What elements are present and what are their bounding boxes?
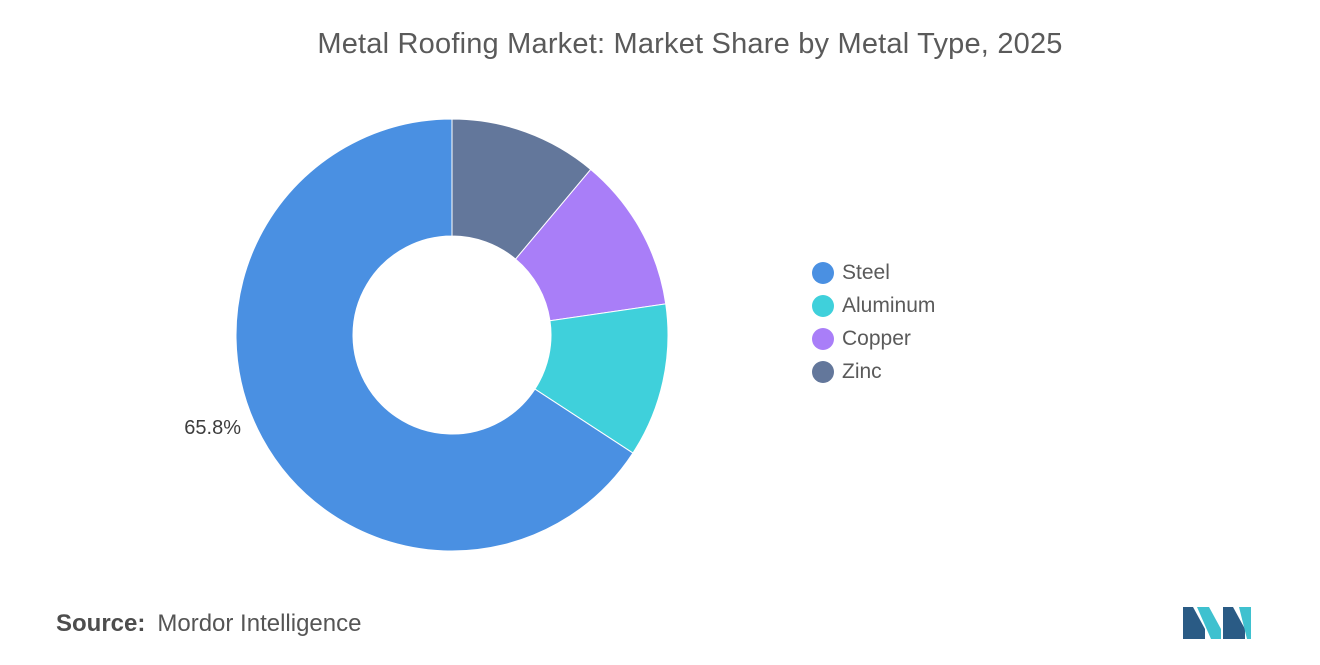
legend-label-steel: Steel [842, 260, 890, 284]
source-value: Mordor Intelligence [157, 610, 362, 637]
logo-shape-mid [1197, 607, 1221, 639]
legend-item-aluminum: Aluminum [812, 289, 935, 322]
legend-swatch-aluminum [812, 294, 834, 317]
legend-label-aluminum: Aluminum [842, 293, 936, 317]
legend-label-zinc: Zinc [842, 359, 882, 383]
slice-steel [235, 118, 634, 552]
legend-label-copper: Copper [842, 326, 911, 350]
legend-swatch-steel [812, 261, 834, 284]
chart-title: Metal Roofing Market: Market Share by Me… [317, 28, 1063, 60]
data-label-steel: 65.8% [184, 417, 241, 439]
logo-shape-left [1183, 607, 1205, 639]
source-label: Source: [56, 610, 146, 637]
logo-shape-right [1223, 607, 1245, 639]
legend-swatch-zinc [812, 360, 834, 383]
mordor-intelligence-logo [1183, 607, 1251, 639]
legend: Steel Aluminum Copper Zinc [812, 256, 935, 388]
legend-item-zinc: Zinc [812, 355, 935, 388]
legend-item-copper: Copper [812, 322, 935, 355]
legend-swatch-copper [812, 327, 834, 350]
logo-shape-accent [1239, 607, 1251, 639]
legend-item-steel: Steel [812, 256, 935, 289]
source-note: Source: Mordor Intelligence [56, 610, 361, 638]
